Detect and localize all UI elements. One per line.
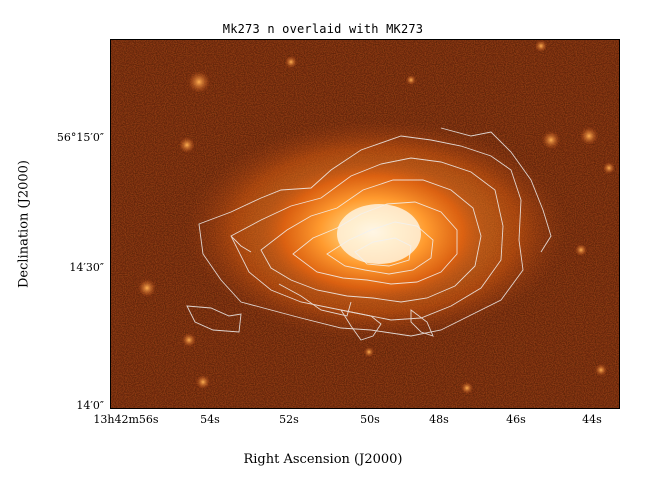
y-axis-label: Declination (J2000) xyxy=(16,160,32,288)
x-tick-label: 52s xyxy=(279,413,299,426)
x-tick-label: 44s xyxy=(582,413,602,426)
x-tick-label: 13h42m56s xyxy=(93,413,159,426)
y-tick-label: 56°15′0″ xyxy=(56,131,104,144)
galaxy-core xyxy=(337,204,421,264)
field-stars xyxy=(138,40,615,394)
y-tick-label: 14′0″ xyxy=(76,399,104,412)
plot-title: Mk273 n overlaid with MK273 xyxy=(222,22,424,36)
x-tick-label: 48s xyxy=(429,413,449,426)
x-axis-label: Right Ascension (J2000) xyxy=(243,452,403,467)
x-tick-label: 46s xyxy=(506,413,526,426)
contour-overlay xyxy=(186,127,552,341)
x-tick-label: 54s xyxy=(200,413,220,426)
image-frame xyxy=(110,39,620,409)
y-tick-label: 14′30″ xyxy=(69,261,104,274)
galaxy-image xyxy=(111,40,619,408)
x-tick-label: 50s xyxy=(360,413,380,426)
